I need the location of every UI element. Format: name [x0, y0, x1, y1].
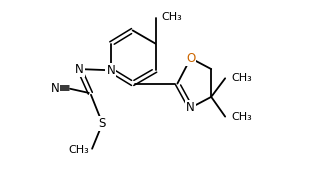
- Text: N: N: [107, 64, 115, 77]
- Text: O: O: [186, 52, 195, 65]
- Text: N: N: [50, 82, 59, 95]
- Text: CH₃: CH₃: [68, 145, 89, 155]
- Text: CH₃: CH₃: [162, 12, 182, 22]
- Text: N: N: [75, 63, 84, 76]
- Text: CH₃: CH₃: [232, 73, 252, 83]
- Text: S: S: [99, 117, 106, 130]
- Text: CH₃: CH₃: [232, 112, 252, 122]
- Text: N: N: [186, 101, 195, 114]
